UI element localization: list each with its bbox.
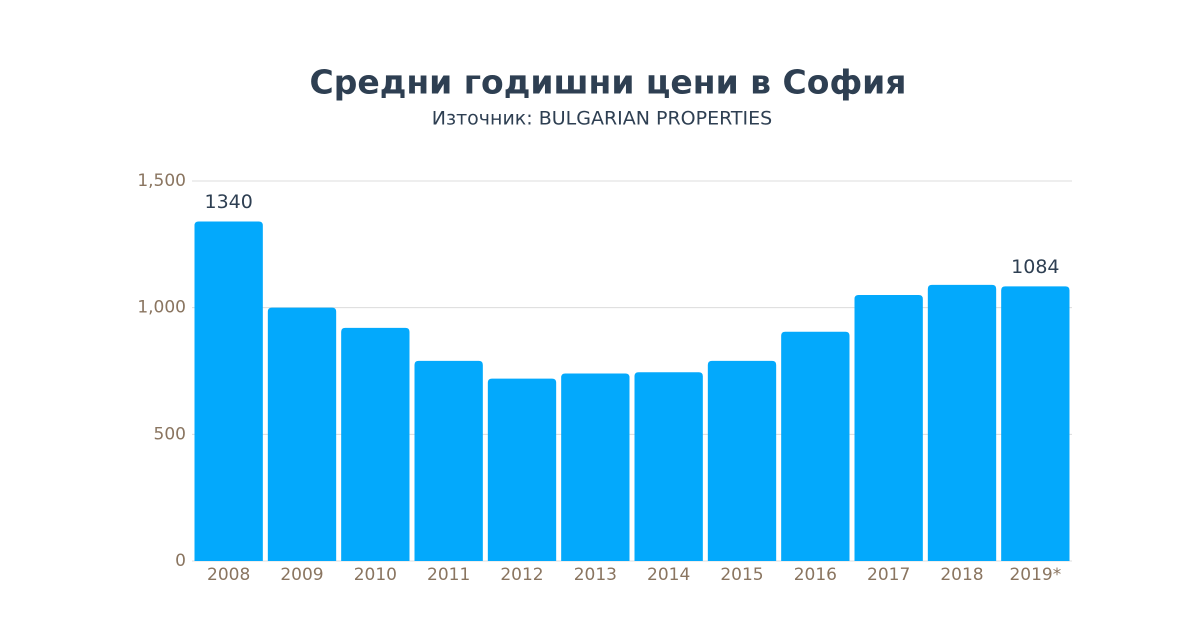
x-tick-label: 2014 (647, 565, 690, 585)
bar (854, 295, 923, 561)
x-tick-label: 2013 (574, 565, 617, 585)
bar (267, 307, 337, 561)
chart-subtitle: Източник: BULGARIAN PROPERTIES (432, 108, 772, 130)
bar (194, 221, 263, 562)
bar (561, 373, 630, 561)
x-tick-label: 2012 (500, 565, 543, 585)
bar (341, 327, 410, 561)
chart-title: Средни годишни цени в София (310, 63, 907, 102)
y-tick-label: 500 (154, 424, 186, 444)
x-tick-label: 2016 (794, 565, 837, 585)
x-tick-label: 2017 (867, 565, 910, 585)
value-label: 1340 (204, 191, 252, 213)
bar (1001, 286, 1070, 561)
bar (781, 331, 850, 561)
value-label: 1084 (1011, 256, 1059, 278)
x-tick-label: 2008 (207, 565, 250, 585)
x-tick-label: 2015 (720, 565, 763, 585)
bar (707, 360, 777, 561)
x-tick-label: 2009 (280, 565, 323, 585)
bar (634, 372, 703, 561)
y-tick-label: 1,500 (137, 171, 186, 191)
x-tick-label: 2018 (940, 565, 983, 585)
x-tick-label: 2010 (354, 565, 397, 585)
y-tick-label: 0 (175, 551, 186, 571)
y-tick-label: 1,000 (137, 298, 186, 318)
x-tick-label: 2011 (427, 565, 470, 585)
x-tick-label: 2019* (1009, 565, 1061, 585)
bar (927, 284, 997, 561)
bar (487, 378, 557, 561)
bar (414, 360, 483, 561)
